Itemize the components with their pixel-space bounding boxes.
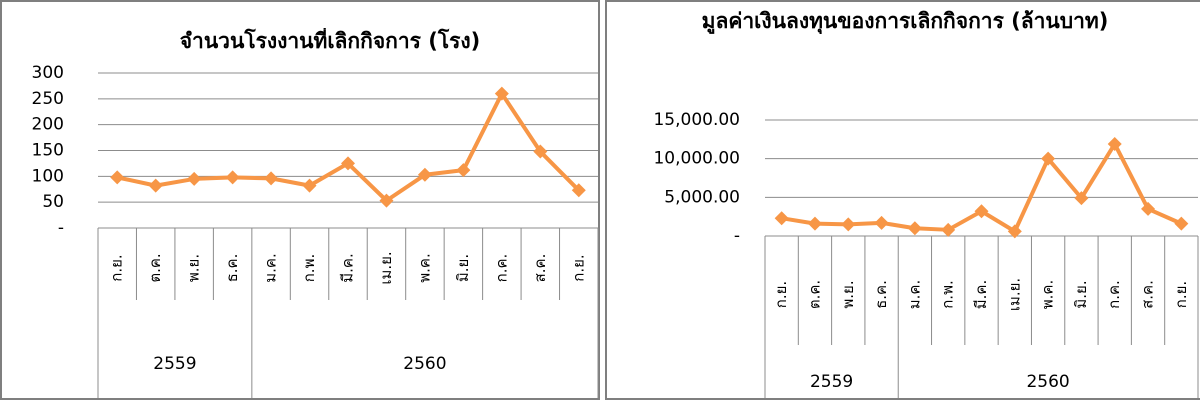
data-point	[907, 221, 922, 236]
title-box: มูลค่าเงินลงทุนของการเลิกกิจการ (ล้านบาท…	[701, 9, 1109, 33]
data-point	[974, 204, 989, 219]
x-tick-label: มี.ค.	[972, 280, 990, 309]
y-tick-label: 5,000.00	[664, 187, 740, 207]
data-point	[874, 215, 889, 230]
y-tick-label: 150	[32, 141, 64, 161]
x-tick-label: ก.ค.	[1105, 280, 1123, 309]
x-tick-label: ก.ค.	[492, 254, 510, 283]
data-point	[110, 170, 125, 185]
chart-title: จำนวนโรงงานที่เลิกกิจการ (โรง)	[179, 29, 481, 53]
x-tick-label: ธ.ค.	[223, 254, 241, 283]
data-point	[148, 178, 163, 193]
data-point	[1141, 201, 1156, 216]
x-tick-label: ธ.ค.	[872, 280, 890, 309]
x-tick-label: มี.ค.	[339, 253, 357, 282]
data-point	[1041, 151, 1056, 166]
x-tick-label: ต.ค.	[146, 253, 164, 282]
data-point	[941, 222, 956, 237]
data-point	[1074, 191, 1089, 206]
x-tick-label: พ.ย.	[839, 280, 857, 308]
year-label: 2560	[403, 354, 446, 374]
x-tick-label: เม.ย.	[377, 251, 395, 284]
title-box: จำนวนโรงงานที่เลิกกิจการ (โรง)	[179, 29, 481, 53]
panel-border	[605, 0, 1200, 400]
data-point	[774, 211, 789, 226]
data-point	[264, 171, 279, 186]
data-point	[225, 170, 240, 185]
y-tick-label: 250	[32, 89, 64, 109]
y-tick-label: 300	[32, 63, 64, 83]
x-tick-label: ส.ค.	[531, 254, 549, 283]
x-tick-label: ก.ย.	[569, 254, 587, 281]
y-tick-label: -	[58, 218, 64, 238]
x-tick-label: ก.พ.	[939, 280, 957, 309]
y-tick-label: 100	[32, 166, 64, 186]
data-point	[1174, 216, 1189, 231]
x-tick-label: ก.ย.	[772, 281, 790, 308]
year-label: 2559	[810, 372, 853, 392]
x-tick-label: ก.ย.	[1172, 281, 1190, 308]
data-point	[1007, 224, 1022, 239]
data-point	[417, 167, 432, 182]
year-label: 2560	[1026, 372, 1069, 392]
x-tick-label: ส.ค.	[1139, 280, 1157, 309]
data-point	[379, 193, 394, 208]
data-point	[456, 163, 471, 178]
panel-border	[0, 0, 600, 400]
data-point	[807, 216, 822, 231]
y-tick-label: 200	[32, 115, 64, 135]
data-point	[187, 171, 202, 186]
chart-title: มูลค่าเงินลงทุนของการเลิกกิจการ (ล้านบาท…	[701, 9, 1109, 33]
x-tick-label: เม.ย.	[1005, 278, 1023, 311]
x-tick-label: ก.ย.	[108, 254, 126, 281]
data-point	[571, 183, 586, 198]
x-tick-label: พ.ค.	[415, 253, 433, 282]
data-point	[841, 217, 856, 232]
y-tick-label: -	[734, 226, 740, 246]
series-line	[116, 91, 581, 203]
x-tick-label: พ.ค.	[1039, 280, 1057, 309]
y-tick-label: 10,000.00	[653, 149, 740, 169]
data-point	[494, 86, 509, 101]
y-tick-label: 50	[42, 192, 64, 212]
x-tick-label: พ.ย.	[185, 254, 203, 282]
x-tick-label: ก.พ.	[300, 254, 318, 283]
x-tick-label: มิ.ย.	[1072, 280, 1090, 308]
year-label: 2559	[153, 354, 196, 374]
data-point	[302, 178, 317, 193]
y-tick-label: 15,000.00	[653, 110, 740, 130]
x-tick-label: ต.ค.	[805, 280, 823, 309]
x-tick-label: ม.ค.	[262, 253, 280, 282]
x-tick-label: ม.ค.	[905, 280, 923, 309]
data-point	[341, 156, 355, 171]
data-point	[533, 144, 548, 159]
x-tick-label: มิ.ย.	[454, 254, 472, 282]
data-point	[1107, 136, 1122, 151]
